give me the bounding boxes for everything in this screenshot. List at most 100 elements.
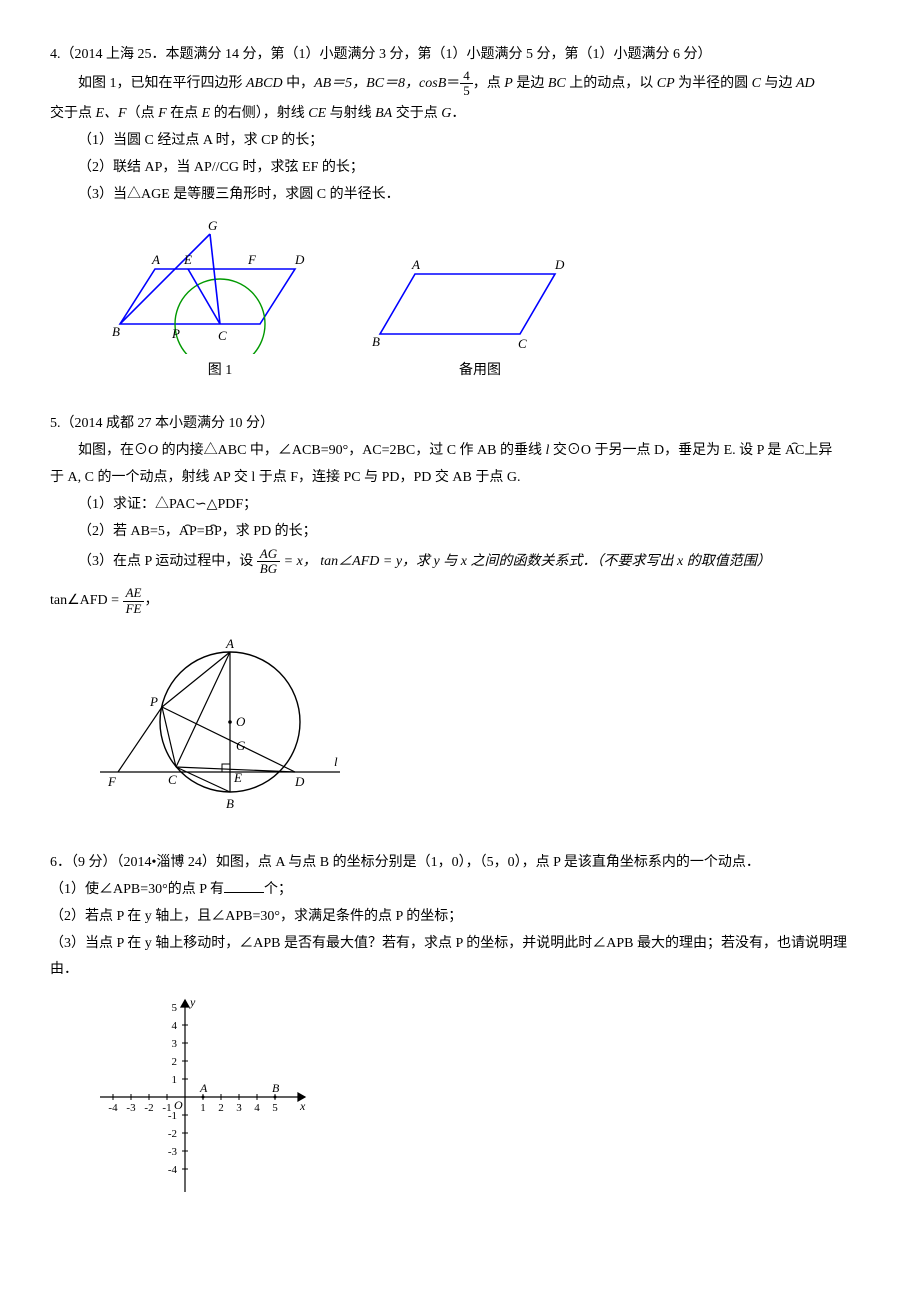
svg-text:-3: -3: [168, 1146, 178, 1158]
svg-text:5: 5: [272, 1102, 278, 1114]
p4-fig2-svg: A D B C: [370, 244, 590, 354]
t: B: [438, 76, 447, 91]
lbl: C: [168, 772, 177, 787]
den: FE: [123, 602, 145, 616]
t: AD: [796, 76, 815, 91]
lbl: D: [294, 774, 305, 789]
t: 个；: [264, 882, 292, 897]
fig2-label: 备用图: [459, 358, 501, 383]
p6-q1: （1）使∠APB=30°的点 P 有 个；: [50, 877, 870, 902]
lbl: A: [199, 1081, 208, 1095]
t: 中，: [283, 76, 315, 91]
fraction: AEFE: [123, 586, 145, 616]
t: 上异: [804, 443, 832, 458]
t: 交于点: [392, 106, 441, 121]
t: （1）使∠APB=30°的点 P 有: [50, 882, 224, 897]
p5-q1: （1）求证：△PAC∽△PDF；: [50, 492, 870, 517]
lbl: P: [149, 694, 158, 709]
t: ，求 PD 的长；: [222, 524, 317, 539]
arc: BP: [205, 524, 222, 539]
p4-figures: A E G F D B P C 图 1 A D B C: [110, 214, 870, 383]
t: C: [752, 76, 761, 91]
t: G: [441, 106, 451, 121]
lbl: B: [372, 334, 380, 349]
p6-axes-svg: -4-3-2-11234512345-1-2-3-4 O x y A B: [90, 992, 320, 1202]
p5-tan: tan∠AFD = AEFE，: [50, 586, 870, 616]
t: 与边: [761, 76, 796, 91]
svg-text:4: 4: [172, 1020, 178, 1032]
t: 如图，在⊙: [78, 443, 148, 458]
lbl: C: [518, 336, 527, 351]
t: 上的动点，以: [566, 76, 657, 91]
t: = x， tan∠AFD = y，求 y 与 x 之间的函数关系式．（不要求写出…: [280, 554, 771, 569]
svg-text:3: 3: [236, 1102, 242, 1114]
p4-fig1: A E G F D B P C 图 1: [110, 214, 330, 383]
t: BC＝8，cos: [366, 76, 438, 91]
arc-ac: AC: [785, 443, 804, 458]
t: F: [158, 106, 167, 121]
p5-figure: A B C D E F P O G l: [90, 622, 870, 822]
p5-line2: 于 A, C 的一个动点，射线 AP 交 l 于点 F，连接 PC 与 PD，P…: [50, 465, 870, 490]
t: 是边: [513, 76, 548, 91]
lbl: D: [294, 252, 305, 267]
lbl: E: [233, 770, 242, 785]
t: E、F: [96, 106, 127, 121]
t: CE: [308, 106, 326, 121]
svg-text:2: 2: [172, 1056, 178, 1068]
t: ．: [451, 106, 465, 121]
t: P: [504, 76, 513, 91]
lbl: l: [334, 754, 338, 769]
t: 的内接△ABC 中，∠ACB=90°，AC=2BC，过 C 作 AB 的垂线: [158, 443, 545, 458]
p6-q2: （2）若点 P 在 y 轴上，且∠APB=30°，求满足条件的点 P 的坐标；: [50, 904, 870, 929]
p4-intro: 如图 1，已知在平行四边形 ABCD 中，AB＝5，BC＝8，cosB＝45，点…: [50, 69, 870, 99]
fraction: 45: [460, 69, 473, 99]
lbl: B: [112, 324, 120, 339]
lbl: D: [554, 257, 565, 272]
p6-header: 6．（9 分）（2014•淄博 24）如图，点 A 与点 B 的坐标分别是（1，…: [50, 850, 870, 875]
p4-header: 4.（2014 上海 25．本题满分 14 分，第（1）小题满分 3 分，第（1…: [50, 42, 870, 67]
num: AG: [257, 547, 280, 562]
lbl: B: [226, 796, 234, 811]
p5-q3: （3）在点 P 运动过程中，设 AGBG = x， tan∠AFD = y，求 …: [50, 547, 870, 577]
t: 交⊙O 于另一点 D，垂足为 E. 设 P 是: [549, 443, 785, 458]
p4-q1: （1）当圆 C 经过点 A 时，求 CP 的长；: [50, 128, 870, 153]
t: =: [197, 524, 205, 539]
lbl: B: [272, 1081, 280, 1095]
lbl: G: [208, 218, 218, 233]
p4-fig1-svg: A E G F D B P C: [110, 214, 330, 354]
lbl: G: [236, 738, 246, 753]
p4-line2: 交于点 E、F（点 F 在点 E 的右侧），射线 CE 与射线 BA 交于点 G…: [50, 101, 870, 126]
lbl: A: [225, 636, 234, 651]
t: （3）在点 P 运动过程中，设: [78, 554, 257, 569]
svg-text:5: 5: [172, 1002, 178, 1014]
svg-text:4: 4: [254, 1102, 260, 1114]
problem-5: 5.（2014 成都 27 本小题满分 10 分） 如图，在⊙O 的内接△ABC…: [50, 411, 870, 822]
lbl: F: [247, 252, 257, 267]
svg-text:-4: -4: [108, 1102, 118, 1114]
t: （2）若 AB=5，: [78, 524, 179, 539]
t: ＝: [446, 76, 460, 91]
t: ，点: [473, 76, 505, 91]
lbl: O: [174, 1098, 183, 1112]
svg-text:-3: -3: [126, 1102, 136, 1114]
problem-4: 4.（2014 上海 25．本题满分 14 分，第（1）小题满分 3 分，第（1…: [50, 42, 870, 383]
svg-text:-2: -2: [144, 1102, 153, 1114]
p4-q2: （2）联结 AP，当 AP//CG 时，求弦 EF 的长；: [50, 155, 870, 180]
lbl: O: [236, 714, 246, 729]
lbl: y: [189, 995, 196, 1009]
t: BA: [375, 106, 392, 121]
p5-intro: 如图，在⊙O 的内接△ABC 中，∠ACB=90°，AC=2BC，过 C 作 A…: [50, 438, 870, 463]
t: E: [202, 106, 211, 121]
t: 交于点: [50, 106, 96, 121]
arc: AP: [179, 524, 197, 539]
t: （点: [127, 106, 159, 121]
lbl: x: [299, 1099, 306, 1113]
t: O: [148, 443, 158, 458]
den: BG: [257, 562, 280, 576]
num: AE: [123, 586, 145, 601]
p4-fig2: A D B C 备用图: [370, 244, 590, 383]
t: 如图 1，已知在平行四边形: [78, 76, 246, 91]
num: 4: [460, 69, 473, 84]
svg-text:2: 2: [218, 1102, 224, 1114]
problem-6: 6．（9 分）（2014•淄博 24）如图，点 A 与点 B 的坐标分别是（1，…: [50, 850, 870, 1202]
